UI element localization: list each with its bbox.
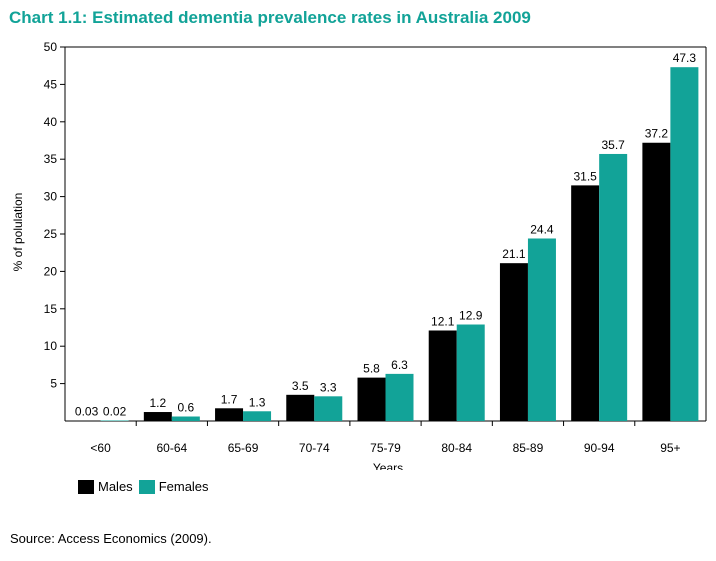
x-tick-label: 80-84: [441, 441, 472, 455]
bar-females-60-64: [171, 416, 200, 421]
data-label-males: 5.8: [363, 362, 380, 376]
data-label-females: 24.4: [530, 222, 554, 236]
data-label-males: 0.03: [75, 405, 99, 419]
data-label-males: 31.5: [573, 169, 597, 183]
y-tick-label: 35: [44, 152, 58, 166]
legend-label-females: Females: [158, 479, 209, 494]
source-note: Source: Access Economics (2009).: [10, 531, 212, 546]
data-label-females: 47.3: [673, 51, 697, 65]
bar-males-80-84: [428, 330, 457, 421]
y-tick-label: 20: [44, 264, 58, 278]
bar-males-70-74: [286, 394, 315, 421]
bar-females-75-79: [385, 373, 414, 421]
y-tick-label: 40: [44, 115, 58, 129]
y-tick-label: 50: [44, 40, 58, 54]
legend-item-males: Males: [78, 479, 133, 494]
data-label-males: 37.2: [645, 127, 669, 141]
x-tick-label: 60-64: [156, 441, 187, 455]
x-tick-label: 65-69: [228, 441, 259, 455]
bar-females-85-89: [527, 238, 556, 421]
data-label-females: 6.3: [391, 358, 408, 372]
bar-females-<60: [100, 420, 129, 421]
y-tick-label: 10: [44, 339, 58, 353]
data-label-females: 35.7: [601, 138, 625, 152]
legend-swatch-males: [78, 479, 94, 494]
bar-males-75-79: [357, 377, 386, 421]
data-label-males: 3.5: [292, 379, 309, 393]
data-label-males: 12.1: [431, 314, 455, 328]
data-label-males: 1.2: [149, 396, 166, 410]
y-tick-label: 15: [44, 302, 58, 316]
chart-title: Chart 1.1: Estimated dementia prevalence…: [9, 8, 531, 27]
data-label-males: 21.1: [502, 247, 526, 261]
legend-swatch-females: [138, 479, 155, 494]
y-tick-label: 25: [44, 227, 58, 241]
data-label-females: 1.3: [249, 395, 266, 409]
data-label-males: 1.7: [221, 392, 238, 406]
y-tick-label: 45: [44, 77, 58, 91]
bar-females-70-74: [314, 396, 343, 421]
bar-males-60-64: [143, 412, 172, 421]
bar-females-65-69: [243, 411, 272, 421]
chart-bars: [72, 67, 699, 422]
bar-males-65-69: [215, 408, 244, 421]
data-label-females: 0.6: [177, 401, 194, 415]
y-axis-label: % of polulation: [11, 193, 25, 272]
bar-males-<60: [72, 420, 101, 421]
bar-males-85-89: [499, 263, 528, 421]
x-axis-label: Years: [373, 461, 403, 470]
bar-males-95+: [642, 142, 671, 421]
x-tick-label: <60: [90, 441, 111, 455]
data-label-females: 3.3: [320, 380, 337, 394]
x-tick-label: 90-94: [584, 441, 615, 455]
legend-label-males: Males: [98, 479, 133, 494]
bar-females-95+: [670, 67, 699, 422]
y-tick-label: 30: [44, 190, 58, 204]
x-tick-label: 70-74: [299, 441, 330, 455]
x-tick-label: 85-89: [513, 441, 544, 455]
data-label-females: 12.9: [459, 309, 483, 323]
legend-item-females: Females: [138, 479, 209, 494]
chart-data-labels: 0.03 0.02 1.2 0.6 1.7 1.3 3.5 3.3 5.8 6.3 12.1 12.9…: [75, 51, 696, 418]
data-label-females: 0.02: [103, 405, 127, 419]
bar-females-90-94: [599, 153, 628, 422]
x-tick-label: 75-79: [370, 441, 401, 455]
chart-legend: Males Females: [78, 479, 215, 494]
bar-chart: 5 10 15 20 25 30 35 40 45 50 <60 60-64 65-69 70-74 75-…: [11, 40, 707, 470]
x-tick-label: 95+: [660, 441, 680, 455]
bar-males-90-94: [571, 185, 600, 421]
bar-females-80-84: [456, 324, 485, 421]
y-tick-label: 5: [50, 377, 57, 391]
